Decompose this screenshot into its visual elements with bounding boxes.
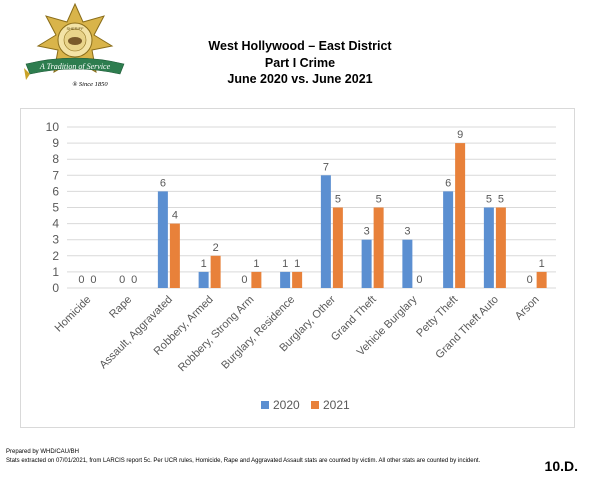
y-tick-label: 9	[52, 136, 59, 150]
data-label: 4	[172, 210, 178, 222]
page-label: 10.D.	[544, 458, 578, 474]
x-tick-label: Assault, Aggravated	[97, 294, 175, 372]
bar-2021	[251, 271, 262, 288]
y-tick-label: 0	[52, 281, 59, 295]
bar-2021	[169, 223, 180, 288]
data-label: 6	[160, 177, 166, 189]
data-label: 1	[253, 258, 259, 270]
bar-2020	[320, 175, 331, 288]
data-label: 0	[90, 274, 96, 286]
y-tick-label: 3	[52, 233, 59, 247]
data-label: 0	[131, 274, 137, 286]
title-line-1: West Hollywood – East District	[208, 39, 392, 53]
badge-since: ® Since 1850	[72, 81, 108, 88]
legend-label: 2021	[323, 398, 350, 412]
bar-2021	[373, 207, 384, 288]
bar-2020	[198, 271, 209, 288]
data-label: 0	[241, 274, 247, 286]
data-label: 9	[457, 129, 463, 141]
bar-2021	[332, 207, 343, 288]
data-label: 3	[404, 226, 410, 238]
data-label: 5	[498, 194, 504, 206]
data-label: 1	[201, 258, 207, 270]
data-label: 5	[335, 194, 341, 206]
x-tick-label: Robbery, Strong Arm	[176, 294, 257, 375]
chart-title-block: West Hollywood – East District Part I Cr…	[150, 38, 450, 88]
data-label: 1	[282, 258, 288, 270]
title-line-3: June 2020 vs. June 2021	[227, 72, 373, 86]
data-label: 0	[416, 274, 422, 286]
bar-2020	[280, 271, 291, 288]
ribbon-end-left	[24, 68, 30, 80]
prepared-by-note: Prepared by WHD/CAU/BH	[6, 449, 80, 455]
data-label: 1	[539, 258, 545, 270]
bar-2021	[455, 143, 466, 288]
title-line-2: Part I Crime	[264, 55, 336, 70]
y-tick-label: 8	[52, 152, 59, 166]
data-label: 0	[527, 274, 533, 286]
data-label: 0	[78, 274, 84, 286]
badge-star-icon	[36, 2, 114, 73]
data-label: 5	[376, 194, 382, 206]
bar-2020	[157, 191, 168, 288]
data-label: 3	[364, 226, 370, 238]
badge-ring-text: SHERIFF	[66, 26, 84, 31]
stats-note: Stats extracted on 07/01/2021, from LARC…	[6, 458, 481, 464]
bar-2021	[210, 255, 221, 288]
data-label: 0	[119, 274, 125, 286]
bar-2020	[361, 239, 372, 288]
y-tick-label: 7	[52, 168, 59, 182]
bar-2021	[292, 271, 303, 288]
sheriff-badge-logo: SHERIFF A Tradition of Service ® Since 1…	[24, 2, 125, 88]
badge-ribbon	[25, 57, 125, 75]
bar-2020	[483, 207, 494, 288]
x-tick-label: Arson	[513, 294, 542, 323]
y-tick-label: 1	[52, 265, 59, 279]
x-tick-label: Rape	[107, 294, 134, 321]
legend-label: 2020	[273, 398, 300, 412]
data-label: 2	[213, 242, 219, 254]
y-tick-label: 5	[52, 201, 59, 215]
y-tick-label: 10	[46, 120, 60, 134]
bar-2021	[536, 271, 547, 288]
bar-2020	[402, 239, 413, 288]
badge-motto: A Tradition of Service	[39, 62, 111, 71]
y-tick-label: 4	[52, 217, 59, 231]
legend-swatch-2021	[311, 401, 319, 409]
legend-swatch-2020	[261, 401, 269, 409]
x-tick-label: Homicide	[53, 294, 94, 335]
data-label: 6	[445, 177, 451, 189]
bar-2021	[495, 207, 506, 288]
x-tick-label: Burglary, Residence	[219, 294, 297, 372]
y-tick-label: 6	[52, 184, 59, 198]
y-tick-label: 2	[52, 249, 59, 263]
data-label: 5	[486, 194, 492, 206]
bar-2020	[443, 191, 454, 288]
data-label: 7	[323, 161, 329, 173]
chart-frame: 0 1 2 3 4 5 6 7 8 9 10 0 0 Homicide 0 0 Rape 6 4 Assault, A…	[20, 108, 575, 428]
data-label: 1	[294, 258, 300, 270]
